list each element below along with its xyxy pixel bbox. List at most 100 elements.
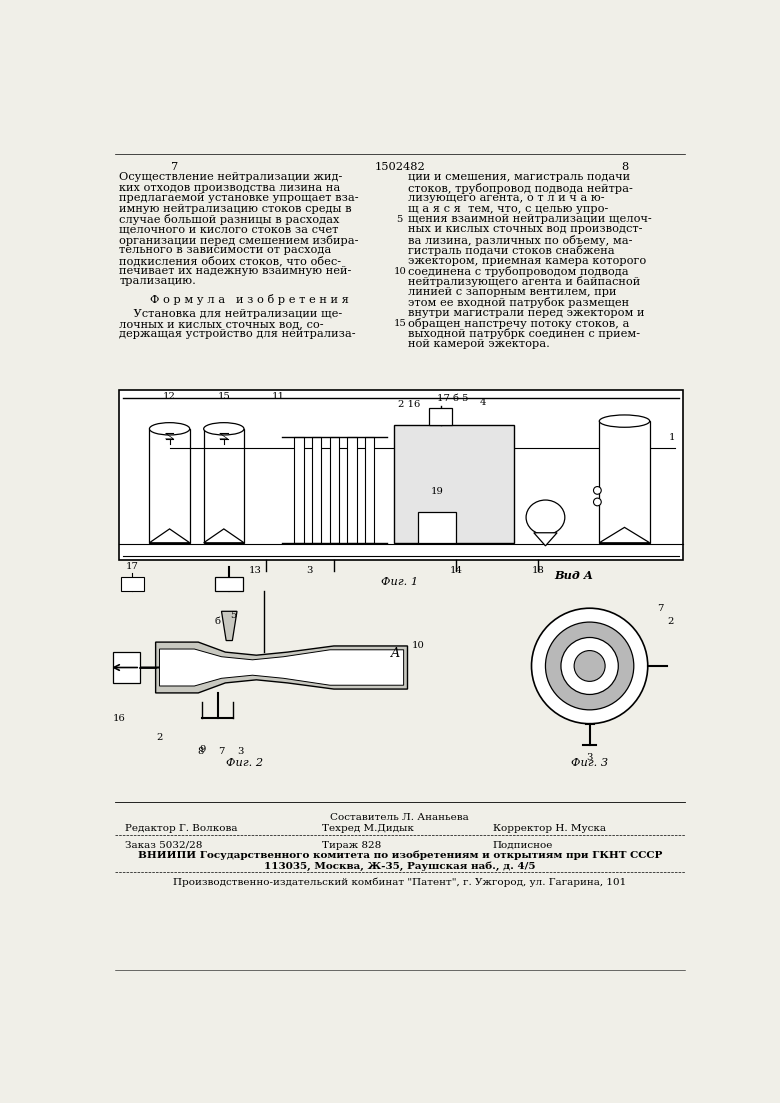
Bar	[395, 425, 515, 543]
Text: 8: 8	[596, 643, 602, 652]
Text: подкисления обоих стоков, что обес-: подкисления обоих стоков, что обес-	[119, 256, 342, 266]
Text: 2 16: 2 16	[399, 399, 420, 408]
Text: б: б	[215, 618, 221, 627]
Text: A: A	[392, 646, 400, 660]
Text: 5: 5	[230, 611, 236, 620]
Text: Техред М.Дидык: Техред М.Дидык	[322, 824, 414, 833]
Text: этом ее входной патрубок размещен: этом ее входной патрубок размещен	[407, 297, 629, 308]
Text: 7: 7	[657, 604, 664, 613]
Circle shape	[574, 651, 605, 682]
Text: тельного в зависимости от расхода: тельного в зависимости от расхода	[119, 245, 332, 255]
Text: печивает их надежную взаимную ней-: печивает их надежную взаимную ней-	[119, 266, 352, 276]
Circle shape	[594, 486, 601, 494]
Text: предлагаемой установке упрощает вза-: предлагаемой установке упрощает вза-	[119, 193, 359, 203]
Text: 11: 11	[271, 392, 285, 400]
Text: 7: 7	[172, 162, 179, 172]
Text: 9: 9	[199, 745, 205, 753]
Text: внутри магистрали перед эжектором и: внутри магистрали перед эжектором и	[407, 308, 644, 318]
Text: 3: 3	[306, 566, 312, 575]
Text: ной камерой эжектора.: ной камерой эжектора.	[407, 339, 549, 349]
Text: 113035, Москва, Ж-35, Раушская наб., д. 4/5: 113035, Москва, Ж-35, Раушская наб., д. …	[264, 861, 536, 871]
Bar	[417, 512, 456, 543]
Polygon shape	[534, 533, 557, 546]
Text: 2: 2	[667, 618, 673, 627]
Text: Корректор Н. Муска: Корректор Н. Муска	[493, 824, 606, 833]
Text: 2: 2	[156, 733, 163, 742]
Bar	[204, 429, 244, 543]
Circle shape	[561, 638, 619, 695]
Text: 8: 8	[621, 162, 628, 172]
Text: 8: 8	[197, 747, 204, 756]
Text: Редактор Г. Волкова: Редактор Г. Волкова	[125, 824, 237, 833]
Bar	[599, 421, 650, 543]
Circle shape	[545, 622, 634, 710]
Text: ва лизина, различных по объему, ма-: ва лизина, различных по объему, ма-	[407, 235, 632, 246]
Text: Составитель Л. Ананьева: Составитель Л. Ананьева	[331, 813, 469, 822]
Text: ких отходов производства лизина на: ких отходов производства лизина на	[119, 183, 340, 193]
Text: Вид А: Вид А	[555, 570, 594, 581]
Text: 1502482: 1502482	[374, 162, 425, 172]
Text: 1: 1	[668, 432, 675, 441]
Polygon shape	[159, 649, 403, 686]
Ellipse shape	[204, 422, 244, 435]
Text: имную нейтрализацию стоков среды в: имную нейтрализацию стоков среды в	[119, 204, 352, 214]
Text: стоков, трубопровод подвода нейтра-: стоков, трубопровод подвода нейтра-	[407, 183, 633, 194]
Text: нейтрализующего агента и байпасной: нейтрализующего агента и байпасной	[407, 277, 640, 288]
Text: 12: 12	[163, 392, 176, 400]
Ellipse shape	[150, 422, 190, 435]
Text: Производственно-издательский комбинат "Патент", г. Ужгород, ул. Гагарина, 101: Производственно-издательский комбинат "П…	[173, 878, 626, 887]
Text: Установка для нейтрализации ще-: Установка для нейтрализации ще-	[119, 309, 342, 319]
Text: выходной патрубрк соединен с прием-: выходной патрубрк соединен с прием-	[407, 329, 640, 340]
Text: Тираж 828: Тираж 828	[322, 840, 381, 849]
Circle shape	[594, 499, 601, 506]
Text: 10: 10	[411, 641, 424, 650]
Text: ных и кислых сточных вод производст-: ных и кислых сточных вод производст-	[407, 224, 642, 234]
Text: лизующего агента, о т л и ч а ю-: лизующего агента, о т л и ч а ю-	[407, 193, 604, 203]
Text: трализацию.: трализацию.	[119, 277, 196, 287]
Text: 3: 3	[238, 747, 244, 756]
Bar	[215, 577, 243, 590]
Text: щ а я с я  тем, что, с целью упро-: щ а я с я тем, что, с целью упро-	[407, 204, 608, 214]
Text: Фиг. 3: Фиг. 3	[571, 758, 608, 768]
Text: 18: 18	[531, 566, 544, 575]
Text: ции и смешения, магистраль подачи: ции и смешения, магистраль подачи	[407, 172, 629, 182]
Text: Подписное: Подписное	[493, 840, 553, 849]
Bar	[294, 437, 303, 543]
Text: Заказ 5032/28: Заказ 5032/28	[125, 840, 202, 849]
Text: организации перед смешением избира-: организации перед смешением избира-	[119, 235, 359, 246]
Text: Фиг. 2: Фиг. 2	[226, 758, 264, 768]
Text: обращен напстречу потоку стоков, а: обращен напстречу потоку стоков, а	[407, 318, 629, 329]
Polygon shape	[599, 527, 650, 543]
Text: Ф о р м у л а   и з о б р е т е н и я: Ф о р м у л а и з о б р е т е н и я	[151, 295, 349, 306]
Text: 5: 5	[396, 215, 403, 224]
Bar	[113, 652, 140, 683]
Ellipse shape	[599, 415, 650, 427]
Bar	[365, 437, 374, 543]
Bar	[150, 429, 190, 543]
Text: 7: 7	[218, 747, 225, 756]
Text: щения взаимной нейтрализации щелоч-: щения взаимной нейтрализации щелоч-	[407, 214, 651, 224]
Text: 15: 15	[393, 319, 406, 328]
Text: 4: 4	[480, 398, 486, 407]
Text: Осуществление нейтрализации жид-: Осуществление нейтрализации жид-	[119, 172, 342, 182]
Text: 10: 10	[393, 267, 406, 276]
Text: 17 б 5: 17 б 5	[437, 394, 469, 404]
Text: щелочного и кислого стоков за счет: щелочного и кислого стоков за счет	[119, 224, 339, 234]
Text: 3: 3	[587, 753, 593, 762]
Bar	[330, 437, 339, 543]
Bar	[429, 408, 452, 425]
Polygon shape	[204, 529, 244, 543]
Text: ВНИИПИ Государственного комитета по изобретениям и открытиям при ГКНТ СССР: ВНИИПИ Государственного комитета по изоб…	[137, 850, 662, 860]
Text: 13: 13	[248, 566, 261, 575]
Bar	[312, 437, 321, 543]
Text: лочных и кислых сточных вод, со-: лочных и кислых сточных вод, со-	[119, 319, 324, 329]
Circle shape	[531, 608, 647, 724]
Text: 17: 17	[126, 563, 139, 571]
Text: 15: 15	[218, 392, 230, 400]
Bar	[347, 437, 356, 543]
Text: линией с запорным вентилем, при: линией с запорным вентилем, при	[407, 287, 616, 297]
Text: 19: 19	[431, 486, 443, 495]
Text: гистраль подачи стоков снабжена: гистраль подачи стоков снабжена	[407, 245, 614, 256]
Text: Фиг. 1: Фиг. 1	[381, 577, 418, 587]
Polygon shape	[222, 611, 237, 641]
